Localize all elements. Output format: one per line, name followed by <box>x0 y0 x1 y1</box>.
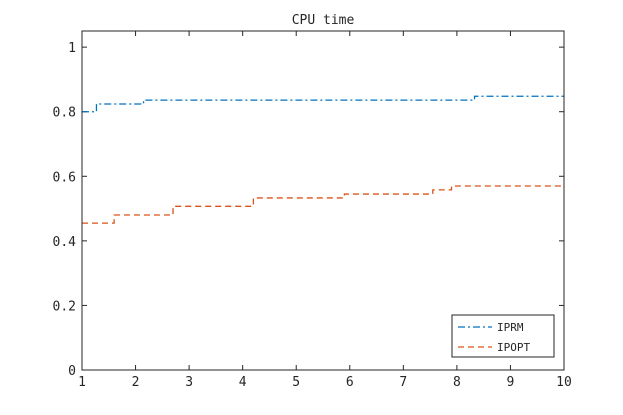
x-tick-label: 6 <box>346 375 354 390</box>
plot-frame <box>81 30 565 371</box>
x-axis: 1 2 3 4 5 6 7 8 9 10 <box>78 31 572 390</box>
x-tick-label: 3 <box>185 375 193 390</box>
series-line-ipopt <box>82 185 564 224</box>
plot-area <box>82 31 564 370</box>
x-tick-label: 4 <box>239 375 247 390</box>
legend: IPRM IPOPT <box>451 314 555 358</box>
y-tick-label: 0.6 <box>53 170 76 185</box>
y-tick-label: 0 <box>68 364 76 379</box>
x-tick-label: 10 <box>556 375 572 390</box>
legend-label-ipopt: IPOPT <box>497 341 530 354</box>
series-line-iprm <box>82 95 564 113</box>
x-tick-label: 7 <box>399 375 407 390</box>
x-tick-label: 5 <box>292 375 300 390</box>
y-tick-label: 0.8 <box>53 106 76 121</box>
legend-box <box>451 314 555 358</box>
y-tick-label: 0.4 <box>53 235 77 250</box>
y-tick-label: 1 <box>68 41 76 56</box>
x-tick-label: 8 <box>453 375 461 390</box>
legend-label-iprm: IPRM <box>497 321 524 334</box>
y-tick-label: 0.2 <box>53 299 76 314</box>
x-tick-label: 1 <box>78 375 86 390</box>
x-tick-label: 2 <box>132 375 140 390</box>
y-axis: 0 0.2 0.4 0.6 0.8 1 <box>53 41 564 379</box>
chart-title: CPU time <box>292 13 355 28</box>
x-tick-label: 9 <box>507 375 515 390</box>
series-layer <box>82 95 564 224</box>
